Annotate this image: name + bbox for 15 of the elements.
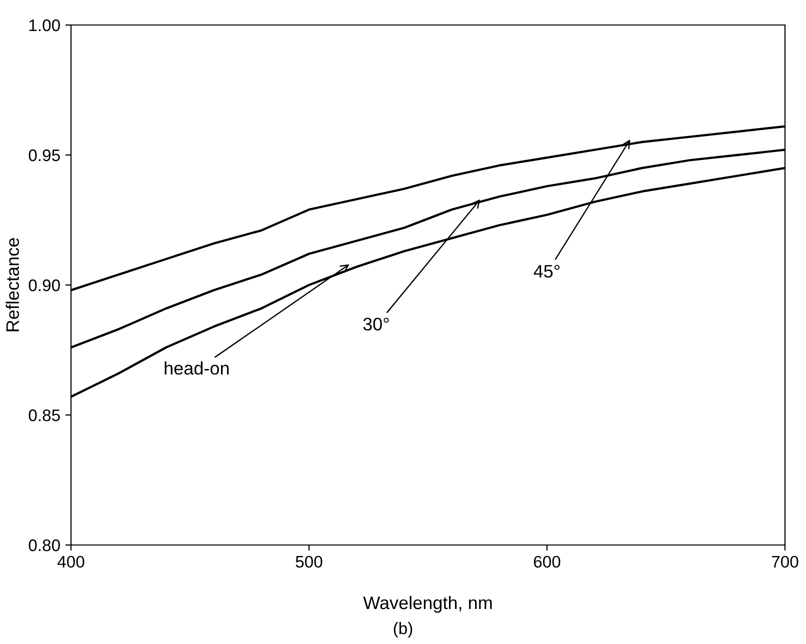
y-tick-label: 0.85 <box>28 409 60 422</box>
x-tick-label: 700 <box>772 556 798 568</box>
y-axis-title: Reflectance <box>6 238 20 332</box>
y-tick-label: 0.90 <box>28 279 60 292</box>
x-tick-label: 400 <box>57 556 84 568</box>
x-tick-label: 600 <box>534 556 560 568</box>
x-tick-label: 500 <box>296 556 322 568</box>
annotation: 45° <box>534 264 560 278</box>
y-tick-label: 0.95 <box>28 149 60 162</box>
annotation: head-on <box>164 361 229 375</box>
annotation: 30° <box>363 318 389 331</box>
y-tick-label: 0.80 <box>28 539 60 552</box>
y-tick-label: 1.00 <box>29 19 60 32</box>
text: (b) <box>394 622 412 638</box>
x-axis-title: Wavelength, nm <box>363 596 492 613</box>
